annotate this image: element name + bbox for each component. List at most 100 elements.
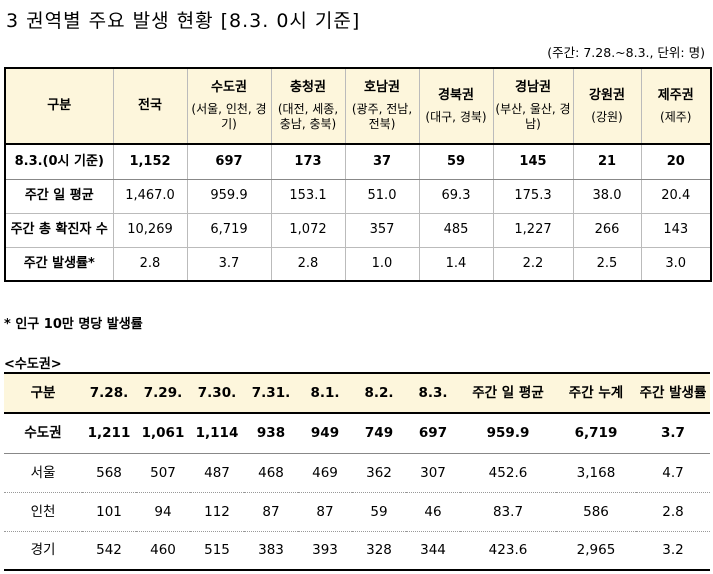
- table-cell: 3.7: [636, 413, 710, 454]
- table-cell: 2.2: [492, 247, 573, 282]
- header-sublabel: (부산, 울산, 경남): [495, 102, 571, 131]
- table-cell: 949: [298, 413, 352, 454]
- row-label: 8.3.(0시 기준): [5, 144, 113, 180]
- section-title: 3 권역별 주요 발생 현황 [8.3. 0시 기준]: [6, 10, 361, 32]
- header-label: 호남권: [364, 80, 400, 95]
- table-cell: 87: [244, 492, 298, 532]
- row-label: 경기: [30, 542, 56, 559]
- table-cell: 3.0: [640, 247, 711, 282]
- table-cell: 59: [352, 492, 406, 532]
- table-cell: 542: [96, 542, 122, 559]
- table-cell: 393: [312, 542, 338, 559]
- header-label: 구분: [47, 98, 72, 113]
- capital-area-heading: <수도권>: [4, 357, 62, 372]
- footnote: * 인구 10만 명당 발생률: [4, 317, 143, 332]
- header-cell: 7.30.: [190, 373, 244, 414]
- table-cell: 20: [640, 144, 711, 180]
- table-cell: 153.1: [270, 179, 345, 214]
- row-label: 주간 총 확진자 수: [5, 213, 113, 248]
- table-cell: 568: [82, 453, 136, 493]
- table-cell: 6,719: [186, 213, 271, 248]
- table-cell: 10,269: [112, 213, 187, 248]
- table-cell: 362: [352, 453, 406, 493]
- header-cell: 7.29.: [136, 373, 190, 414]
- header-cell: 제주권 (제주): [640, 68, 711, 145]
- header-cell: 8.2.: [352, 373, 406, 414]
- table-row: 수도권 1,211 1,061 1,114 938 949 749 697 959.9 6,719…: [4, 413, 710, 454]
- table-cell: 2,965: [576, 542, 616, 559]
- table-cell: 307: [406, 453, 460, 493]
- table-cell: 69.3: [418, 179, 493, 214]
- table-row: 서울 568 507 487 468 469 362 307 452.6 3,168 4.7: [4, 453, 710, 493]
- table-cell: 1.0: [344, 247, 419, 282]
- table-row: 주간 발생률* 2.8 3.7 2.8 1.0 1.4 2.2 2.5 3.0: [5, 247, 711, 282]
- table-cell: 1,072: [270, 213, 345, 248]
- table-cell: 3.2: [662, 542, 684, 559]
- row-label: 수도권: [4, 413, 82, 454]
- unit-note: (주간: 7.28.~8.3., 단위: 명): [547, 45, 705, 60]
- table-cell: 487: [190, 453, 244, 493]
- table-cell: 266: [572, 213, 641, 248]
- row-label: 주간 일 평균: [5, 179, 113, 214]
- table-cell: 1,467.0: [112, 179, 187, 214]
- header-cell: 경북권 (대구, 경북): [418, 68, 493, 145]
- table-cell: 1,114: [190, 413, 244, 454]
- header-sublabel: (대구, 경북): [425, 109, 487, 124]
- header-label: 경남권: [515, 80, 551, 95]
- table-cell: 20.4: [640, 179, 711, 214]
- header-cell: 7.31.: [244, 373, 298, 414]
- header-cell: 강원권 (강원): [572, 68, 641, 145]
- table-cell: 59: [418, 144, 493, 180]
- table-row: 8.3.(0시 기준) 1,152 697 173 37 59 145 21 20: [5, 144, 711, 180]
- table-cell: 959.9: [186, 179, 271, 214]
- header-cell: 전국: [112, 68, 187, 145]
- capital-area-table: 구분 7.28. 7.29. 7.30. 7.31. 8.1. 8.2. 8.3. 주간 일 평…: [4, 372, 710, 571]
- header-label: 경북권: [438, 87, 474, 103]
- table-cell: 507: [136, 453, 190, 493]
- header-cell: 주간 발생률: [636, 373, 710, 414]
- table-row: 인천 101 94 112 87 87 59 46 83.7 586 2.8: [4, 492, 710, 532]
- table-cell: 21: [572, 144, 641, 180]
- table-cell: 94: [136, 492, 190, 532]
- table-cell: 469: [298, 453, 352, 493]
- header-cell: 경남권 (부산, 울산, 경남): [492, 68, 573, 145]
- table-cell: 2.8: [112, 247, 187, 282]
- table-cell: 3.7: [186, 247, 271, 282]
- table-cell: 87: [298, 492, 352, 532]
- table-cell: 51.0: [344, 179, 419, 214]
- table-cell: 175.3: [492, 179, 573, 214]
- table-cell: 423.6: [488, 542, 528, 559]
- header-sublabel: (광주, 전남, 전북): [351, 102, 413, 131]
- row-label: 주간 발생률*: [5, 247, 113, 282]
- table-row: 주간 총 확진자 수 10,269 6,719 1,072 357 485 1,227 266…: [5, 213, 711, 248]
- table-cell: 460: [150, 542, 176, 559]
- table-cell: 515: [204, 542, 230, 559]
- header-sublabel: (제주): [660, 109, 692, 124]
- table-cell: 452.6: [460, 453, 556, 493]
- regional-summary-table: 구분 전국 수도권 (서울, 인천, 경기) 충청권 (대전, 세종, 충남, 충북) 호남…: [4, 67, 712, 282]
- table-cell: 1,227: [492, 213, 573, 248]
- table-cell: 938: [244, 413, 298, 454]
- table-cell: 143: [640, 213, 711, 248]
- table-cell: 101: [82, 492, 136, 532]
- table-cell: 2.5: [572, 247, 641, 282]
- table-cell: 1,152: [112, 144, 187, 180]
- table-cell: 3,168: [556, 453, 636, 493]
- table-cell: 112: [190, 492, 244, 532]
- table-cell: 328: [366, 542, 392, 559]
- header-cell: 구분: [4, 373, 82, 414]
- table-cell: 959.9: [460, 413, 556, 454]
- table-cell: 697: [186, 144, 271, 180]
- table-cell: 173: [270, 144, 345, 180]
- table-row: 주간 일 평균 1,467.0 959.9 153.1 51.0 69.3 175.3 38.…: [5, 179, 711, 214]
- table-cell: 1,061: [136, 413, 190, 454]
- table-cell: 749: [352, 413, 406, 454]
- table-cell: 145: [492, 144, 573, 180]
- table-cell: 357: [344, 213, 419, 248]
- header-cell: 주간 누계: [556, 373, 636, 414]
- table-cell: 485: [418, 213, 493, 248]
- header-cell: 충청권 (대전, 세종, 충남, 충북): [270, 68, 345, 145]
- table-header-row: 구분 전국 수도권 (서울, 인천, 경기) 충청권 (대전, 세종, 충남, 충북) 호남…: [5, 68, 711, 145]
- table-cell: 344: [420, 542, 446, 559]
- table-cell: 1.4: [418, 247, 493, 282]
